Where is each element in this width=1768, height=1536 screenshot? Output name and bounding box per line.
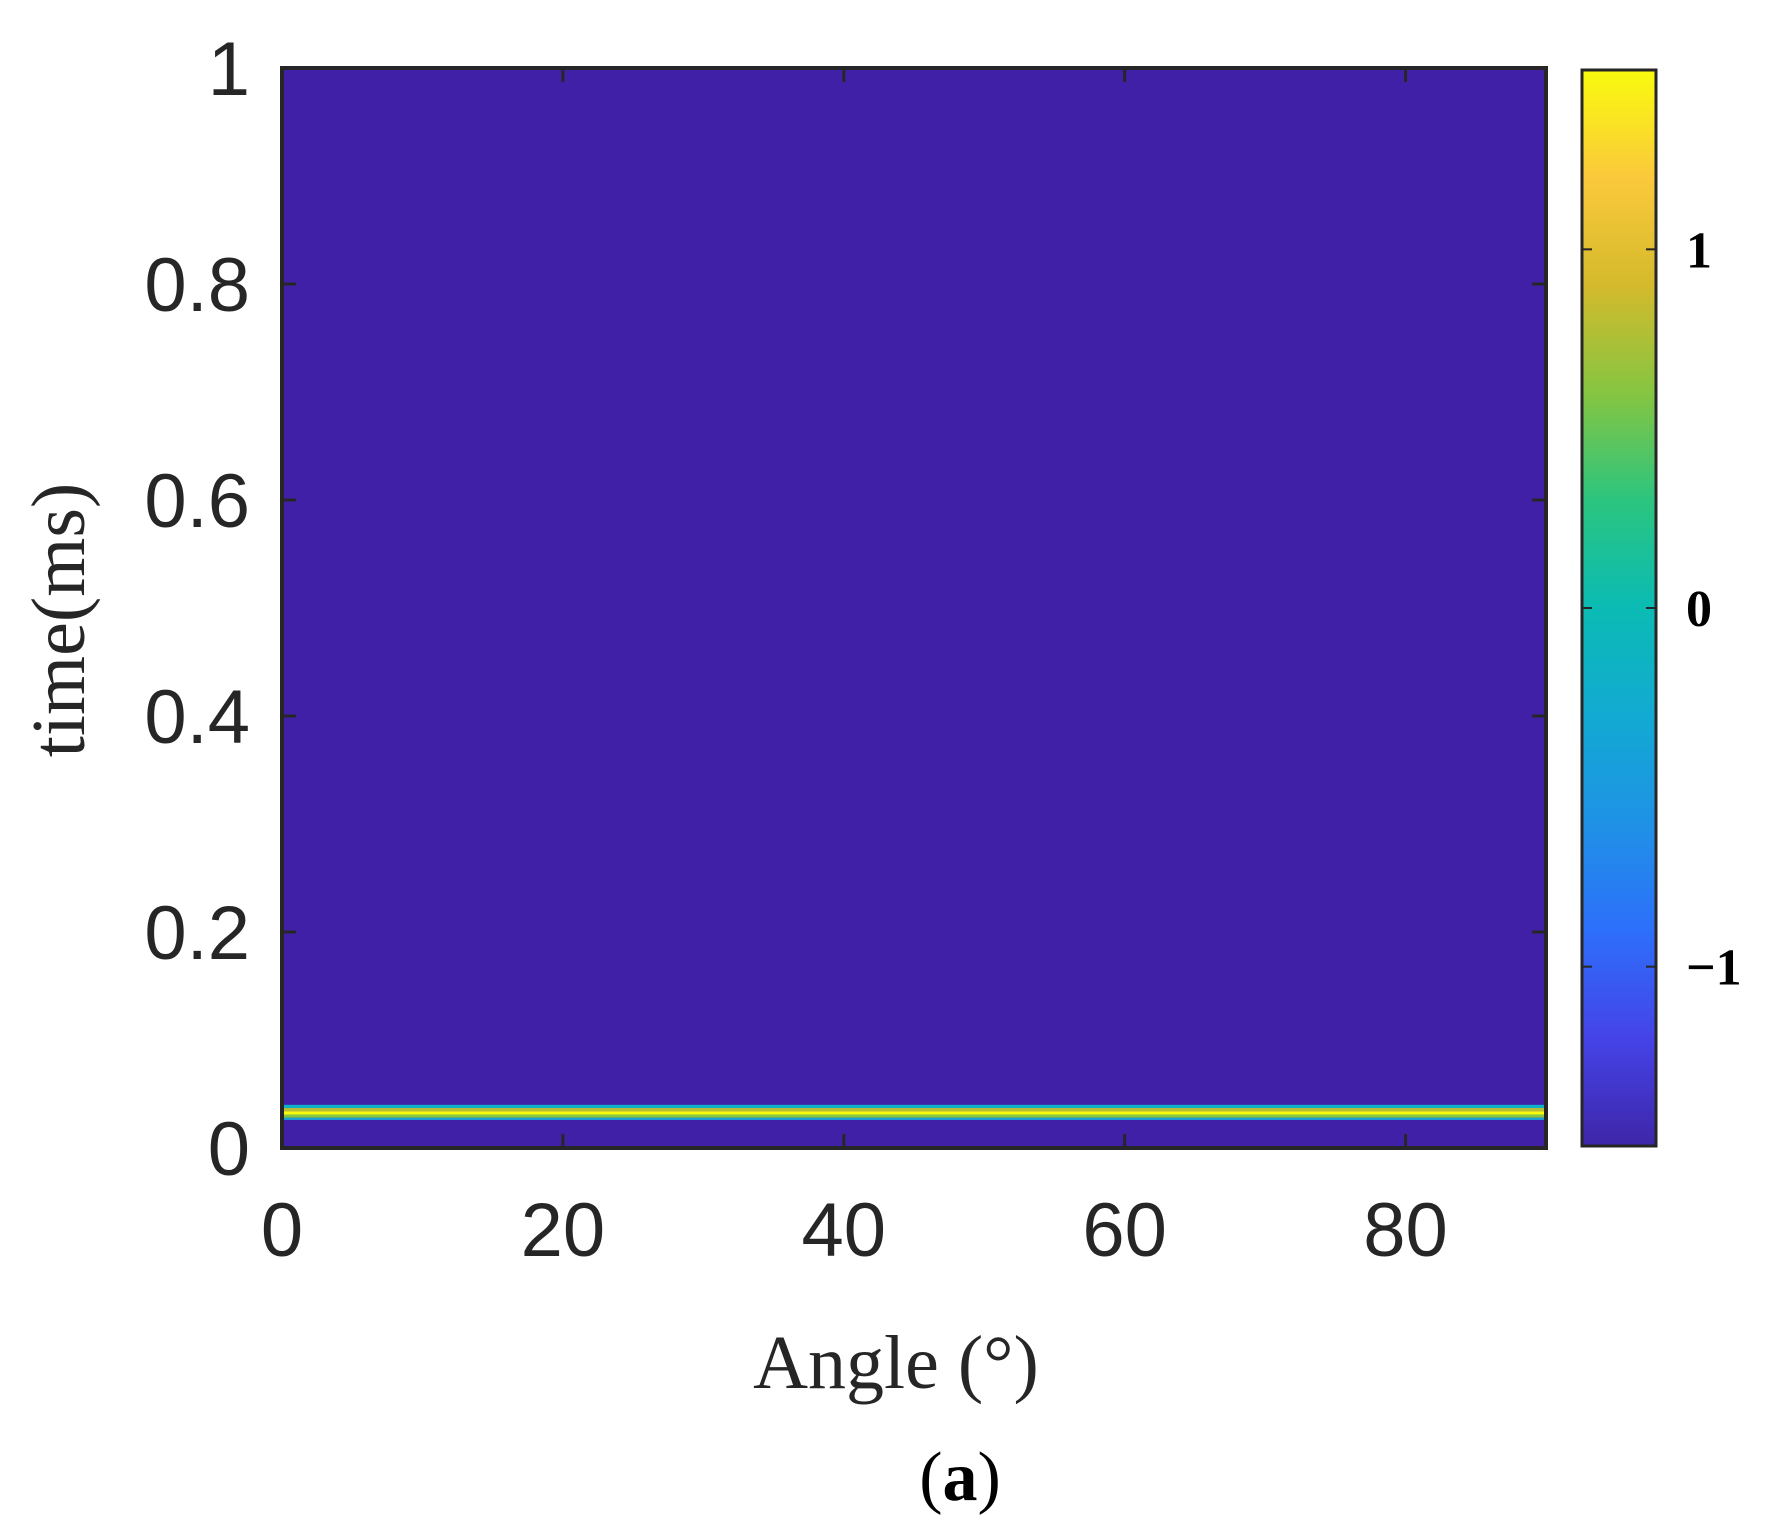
- x-tick-label: 0: [261, 1188, 303, 1273]
- heatmap-band: [282, 1108, 1546, 1112]
- colorbar-tick-label: 1: [1686, 222, 1712, 279]
- heatmap-band: [282, 1114, 1546, 1118]
- heatmap-bands: [282, 1104, 1546, 1120]
- heatmap-band: [282, 1111, 1546, 1115]
- x-tick-label: 20: [521, 1188, 606, 1273]
- colorbar-tick-label: 0: [1686, 581, 1712, 638]
- y-axis-label: time(ms): [17, 483, 101, 757]
- panel-label-open: (: [919, 1439, 942, 1516]
- x-axis-label: Angle (°): [753, 1321, 1039, 1405]
- y-tick-label: 0.2: [144, 891, 250, 976]
- y-tick-label: 0.8: [144, 243, 250, 328]
- colorbar-tick-label: −1: [1686, 940, 1742, 997]
- plot-area: 0 20 40 60 80 0 0.2 0.4 0.6 0.8 1: [144, 27, 1548, 1273]
- colorbar-ticks: −1 0 1: [1582, 222, 1742, 997]
- heatmap-band: [282, 1104, 1546, 1109]
- y-tick-label: 0.4: [144, 675, 250, 760]
- y-tick-label: 0.6: [144, 459, 250, 544]
- y-tick-label: 1: [208, 27, 250, 112]
- panel-label-letter: a: [943, 1439, 978, 1516]
- plot-frame: [280, 66, 1548, 1150]
- x-tick-label: 80: [1363, 1188, 1448, 1273]
- y-tick-label: 0: [208, 1107, 250, 1192]
- x-tick-label: 60: [1082, 1188, 1167, 1273]
- colorbar: −1 0 1: [1580, 68, 1742, 1148]
- panel-label-close: ): [978, 1439, 1001, 1516]
- y-axis-ticks: 0 0.2 0.4 0.6 0.8 1: [144, 27, 1546, 1192]
- colorbar-gradient: [1582, 70, 1656, 1146]
- panel-label: (a): [919, 1439, 1001, 1516]
- heatmap-band: [282, 1117, 1546, 1120]
- heatmap-background: [282, 68, 1546, 1148]
- x-tick-label: 40: [802, 1188, 887, 1273]
- x-axis-ticks: 0 20 40 60 80: [261, 68, 1448, 1273]
